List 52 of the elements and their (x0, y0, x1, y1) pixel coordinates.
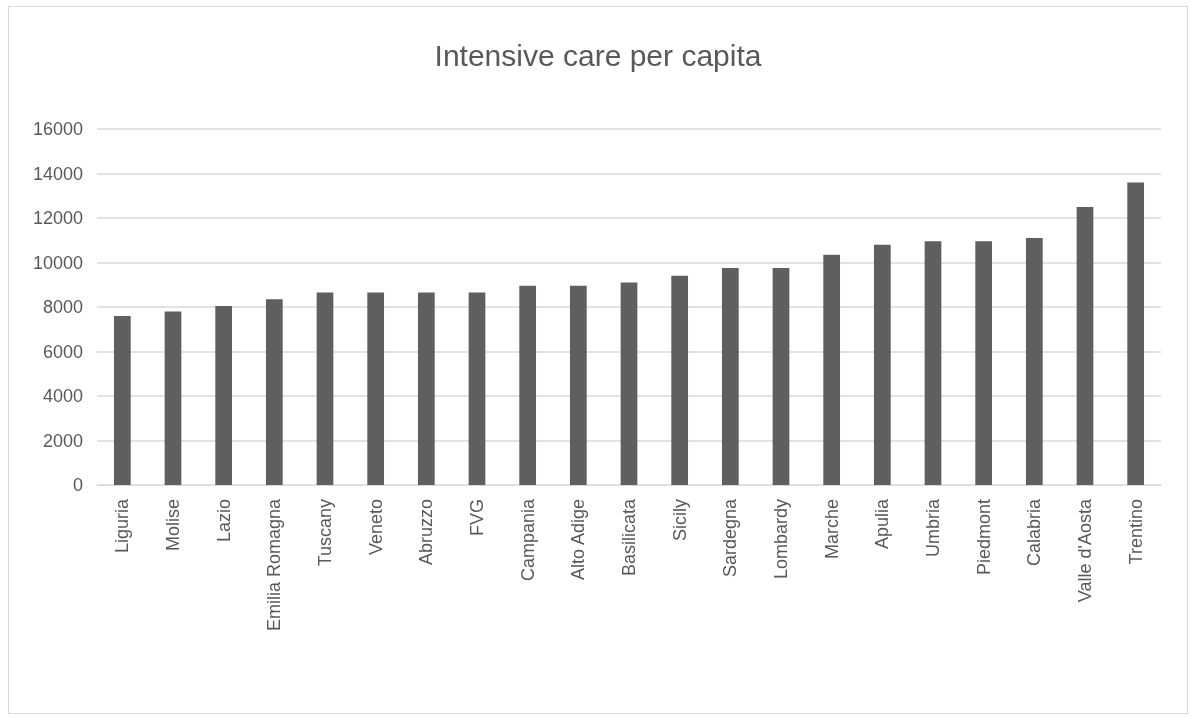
chart-title: Intensive care per capita (434, 38, 762, 72)
bar (1127, 182, 1145, 485)
x-tick-label: Apulia (872, 498, 893, 550)
bar (164, 311, 182, 485)
y-tick-label: 0 (72, 475, 83, 495)
bar (924, 241, 942, 485)
y-tick-label: 4000 (42, 386, 83, 406)
bar (721, 268, 739, 485)
bar (367, 292, 385, 485)
x-tick-label: Trentino (1125, 499, 1146, 565)
y-tick-label: 6000 (42, 341, 83, 362)
x-tick-label: Basilicata (619, 498, 639, 577)
bar (1025, 238, 1043, 485)
x-tick-label: Abruzzo (416, 499, 437, 566)
bar (873, 244, 891, 485)
x-tick-label: Calabria (1024, 498, 1045, 567)
y-tick-label: 2000 (42, 430, 83, 451)
bar (823, 254, 841, 485)
bar (113, 315, 131, 485)
bar (519, 285, 537, 485)
x-tick-label: Umbria (923, 498, 943, 558)
x-tick-label: Campania (517, 498, 538, 582)
x-tick-label: Lazio (213, 499, 234, 543)
x-tick-label: Tuscany (315, 499, 335, 567)
x-tick-label: Veneto (365, 499, 386, 556)
y-tick-label: 14000 (32, 163, 83, 184)
x-tick-label: Alto Adige (568, 499, 589, 581)
x-tick-label: Piedmont (973, 499, 994, 576)
x-tick-label: Liguria (112, 498, 133, 554)
y-tick-label: 16000 (32, 119, 83, 139)
x-tick-label: Molise (163, 499, 183, 552)
bar (569, 285, 587, 485)
x-tick-label: Emilia Romagna (264, 498, 285, 632)
bar (265, 299, 283, 485)
bar (772, 268, 790, 485)
bar (975, 241, 993, 485)
y-tick-label: 10000 (32, 252, 83, 273)
bar (1076, 206, 1094, 485)
x-tick-label: Sardegna (720, 498, 741, 578)
x-tick-label: Lombardy (771, 499, 791, 580)
x-tick-label: Valle d'Aosta (1075, 498, 1095, 603)
bar (417, 292, 435, 485)
y-tick-label: 12000 (32, 208, 83, 228)
x-tick-label: Sicily (669, 499, 690, 542)
y-tick-label: 8000 (42, 297, 83, 317)
bar (215, 305, 233, 485)
bar (468, 292, 486, 485)
x-tick-label: FVG (467, 499, 487, 537)
x-tick-label: Marche (821, 499, 842, 560)
bar (620, 282, 638, 485)
bar (671, 275, 689, 485)
bar (316, 292, 334, 485)
